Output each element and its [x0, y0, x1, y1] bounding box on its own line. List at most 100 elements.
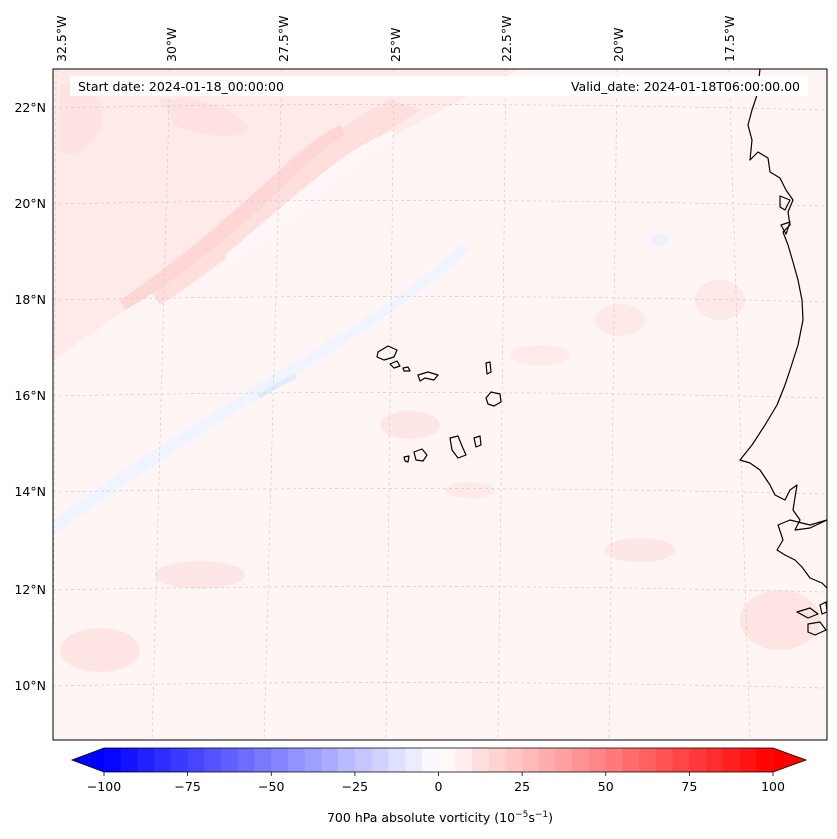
vorticity-patch — [380, 411, 440, 439]
guinea-bissau-coastline — [776, 519, 827, 589]
island-fogo — [413, 448, 428, 462]
vorticity-patch — [595, 304, 645, 336]
colorbar-tick-label: 50 — [598, 779, 614, 794]
colorbar-level-block — [689, 748, 707, 772]
longitude-labels: 32.5°W 30°W 27.5°W 25°W 22.5°W 20°W 17.5… — [54, 16, 737, 62]
colorbar-level-block — [756, 748, 774, 772]
colorbar-level-block — [572, 748, 590, 772]
colorbar-level-block — [354, 748, 373, 772]
colorbar-tick-label: 0 — [435, 779, 443, 794]
colorbar-level-block — [304, 748, 322, 772]
colorbar-level-block — [371, 748, 389, 772]
lon-label: 32.5°W — [54, 16, 69, 62]
lon-label: 30°W — [164, 27, 179, 62]
lon-label: 17.5°W — [722, 16, 737, 62]
island-sal — [485, 361, 492, 375]
island-sao-nicolau — [417, 371, 439, 382]
colorbar-max-extension — [773, 748, 806, 772]
colorbar-level-block — [137, 748, 155, 772]
colorbar-level-block — [622, 748, 640, 772]
start-date-text: Start date: 2024-01-18_00:00:00 — [78, 79, 284, 94]
coastlines — [376, 69, 827, 636]
colorbar-level-block — [104, 748, 122, 772]
lat-label: 20°N — [14, 196, 46, 211]
date-header-box — [70, 76, 808, 96]
lat-label: 16°N — [14, 388, 46, 403]
colorbar-blocks — [104, 748, 774, 772]
vorticity-patch — [445, 482, 495, 498]
colorbar-tick-label: 25 — [514, 779, 530, 794]
colorbar-tick-label: −50 — [258, 779, 284, 794]
colorbar-level-block — [522, 748, 540, 772]
colorbar-level-block — [605, 748, 623, 772]
island-brava — [403, 455, 410, 463]
colorbar-level-block — [388, 748, 406, 772]
colorbar-level-block — [471, 748, 490, 772]
colorbar-level-block — [672, 748, 690, 772]
colorbar-level-block — [170, 748, 189, 772]
vorticity-patch — [605, 538, 675, 562]
colorbar-level-block — [421, 748, 439, 772]
africa-coastline — [739, 69, 827, 531]
map-frame — [52, 68, 828, 741]
colorbar-min-extension — [72, 748, 104, 772]
lon-label: 25°W — [388, 27, 403, 62]
colorbar-tick-label: −25 — [342, 779, 368, 794]
vorticity-patch — [510, 345, 570, 365]
vorticity-patch — [60, 628, 140, 672]
vorticity-streak-a — [120, 125, 345, 310]
colorbar-level-block — [287, 748, 306, 772]
vorticity-patch-nw — [60, 84, 103, 154]
lat-label: 10°N — [14, 678, 46, 693]
colorbar-level-block — [405, 748, 423, 772]
colorbar-level-block — [488, 748, 506, 772]
colorbar-level-block — [321, 748, 339, 772]
vorticity-band-north — [53, 69, 520, 360]
lon-label: 27.5°W — [276, 16, 291, 62]
colorbar-level-block — [204, 748, 222, 772]
map-panel: Start date: 2024-01-18_00:00:00 Valid_da… — [14, 16, 828, 741]
colorbar-level-block — [538, 748, 556, 772]
colorbar-level-block — [271, 748, 289, 772]
colorbar-level-block — [187, 748, 205, 772]
island-santa-luzia — [402, 366, 411, 372]
colorbar-level-block — [739, 748, 757, 772]
lat-label: 12°N — [14, 582, 46, 597]
island-santiago — [449, 435, 467, 459]
colorbar-level-block — [722, 748, 740, 772]
colorbar-level-block — [120, 748, 138, 772]
valid-date-text: Valid_date: 2024-01-18T06:00:00.00 — [571, 79, 800, 94]
latitude-labels: 22°N 20°N 18°N 16°N 14°N 12°N 10°N — [14, 100, 46, 693]
colorbar-level-block — [639, 748, 657, 772]
lat-label: 14°N — [14, 484, 46, 499]
vorticity-negative-streak-long — [53, 245, 470, 535]
colorbar-level-block — [438, 748, 456, 772]
coastal-island — [780, 221, 791, 235]
colorbar-label: 700 hPa absolute vorticity (10−5s−1) — [327, 810, 553, 825]
lon-label: 20°W — [611, 27, 626, 62]
colorbar-level-block — [706, 748, 724, 772]
colorbar-ticks: −100 −75 −50 −25 0 25 50 75 100 — [87, 772, 785, 794]
colorbar-tick-label: −100 — [87, 779, 121, 794]
colorbar-tick-label: −75 — [174, 779, 200, 794]
island-maio — [473, 435, 482, 448]
vorticity-negative-streak-small — [258, 374, 297, 399]
coastal-island — [796, 607, 819, 619]
colorbar-level-block — [455, 748, 473, 772]
colorbar-level-block — [655, 748, 674, 772]
coastal-island — [819, 601, 827, 615]
colorbar-level-block — [505, 748, 523, 772]
vorticity-patch — [695, 280, 745, 320]
colorbar-level-block — [589, 748, 607, 772]
colorbar-level-block — [154, 748, 172, 772]
colorbar: −100 −75 −50 −25 0 25 50 75 100 700 hPa absolute… — [70, 747, 808, 825]
colorbar-tick-label: 100 — [761, 779, 785, 794]
colorbar-level-block — [254, 748, 272, 772]
vorticity-white-gap — [225, 130, 395, 262]
colorbar-level-block — [338, 748, 356, 772]
colorbar-level-block — [221, 748, 239, 772]
colorbar-level-block — [237, 748, 255, 772]
island-boa-vista — [485, 391, 502, 407]
lon-label: 22.5°W — [499, 16, 514, 62]
